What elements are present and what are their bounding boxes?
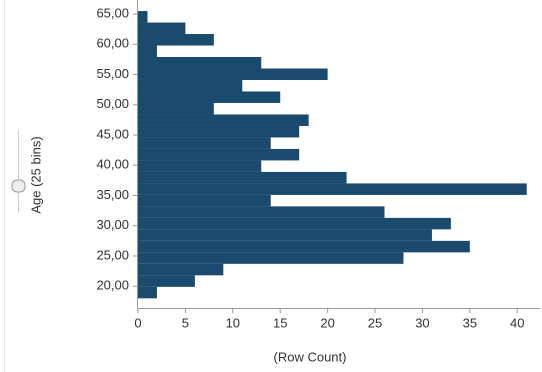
- bar: [138, 217, 451, 230]
- bar: [138, 286, 157, 299]
- x-tick-label: 15: [273, 315, 287, 330]
- x-tick-label: 0: [134, 315, 141, 330]
- bar: [138, 206, 385, 218]
- y-tick-label: 40,00: [96, 157, 129, 172]
- y-tick-label: 35,00: [96, 187, 129, 202]
- bar: [138, 229, 432, 241]
- bar: [138, 79, 243, 92]
- bar: [138, 252, 404, 264]
- x-axis-label: (Row Count): [274, 349, 347, 364]
- bar: [138, 137, 271, 149]
- bar: [138, 240, 470, 253]
- y-tick-label: 65,00: [96, 6, 129, 21]
- y-tick-label: 25,00: [96, 247, 129, 262]
- bar: [138, 275, 195, 287]
- x-tick-label: 20: [320, 315, 334, 330]
- bar: [138, 91, 281, 103]
- x-tick-label: 35: [463, 315, 477, 330]
- bar: [138, 102, 214, 115]
- slider-handle[interactable]: [11, 179, 26, 193]
- x-tick-label: 10: [226, 315, 240, 330]
- x-tick-label: 30: [415, 315, 429, 330]
- bar: [138, 68, 328, 80]
- x-tick-label: 25: [368, 315, 382, 330]
- bar: [138, 11, 148, 23]
- bar: [138, 183, 527, 195]
- bar: [138, 194, 271, 207]
- y-tick-label: 60,00: [96, 36, 129, 51]
- bar: [138, 57, 262, 69]
- y-tick-label: 20,00: [96, 278, 129, 293]
- bar: [138, 263, 224, 276]
- bar: [138, 160, 262, 172]
- bar: [138, 34, 214, 46]
- y-tick-label: 55,00: [96, 66, 129, 81]
- bar: [138, 171, 347, 184]
- x-tick-label: 40: [510, 315, 524, 330]
- x-tick-label: 5: [182, 315, 189, 330]
- y-tick-label: 50,00: [96, 96, 129, 111]
- y-tick-label: 30,00: [96, 217, 129, 232]
- bar: [138, 22, 186, 35]
- bar: [138, 45, 157, 58]
- y-tick-label: 45,00: [96, 126, 129, 141]
- y-axis-label: Age (25 bins): [28, 136, 43, 213]
- bar: [138, 114, 309, 126]
- bar: [138, 148, 300, 161]
- bar: [138, 125, 300, 138]
